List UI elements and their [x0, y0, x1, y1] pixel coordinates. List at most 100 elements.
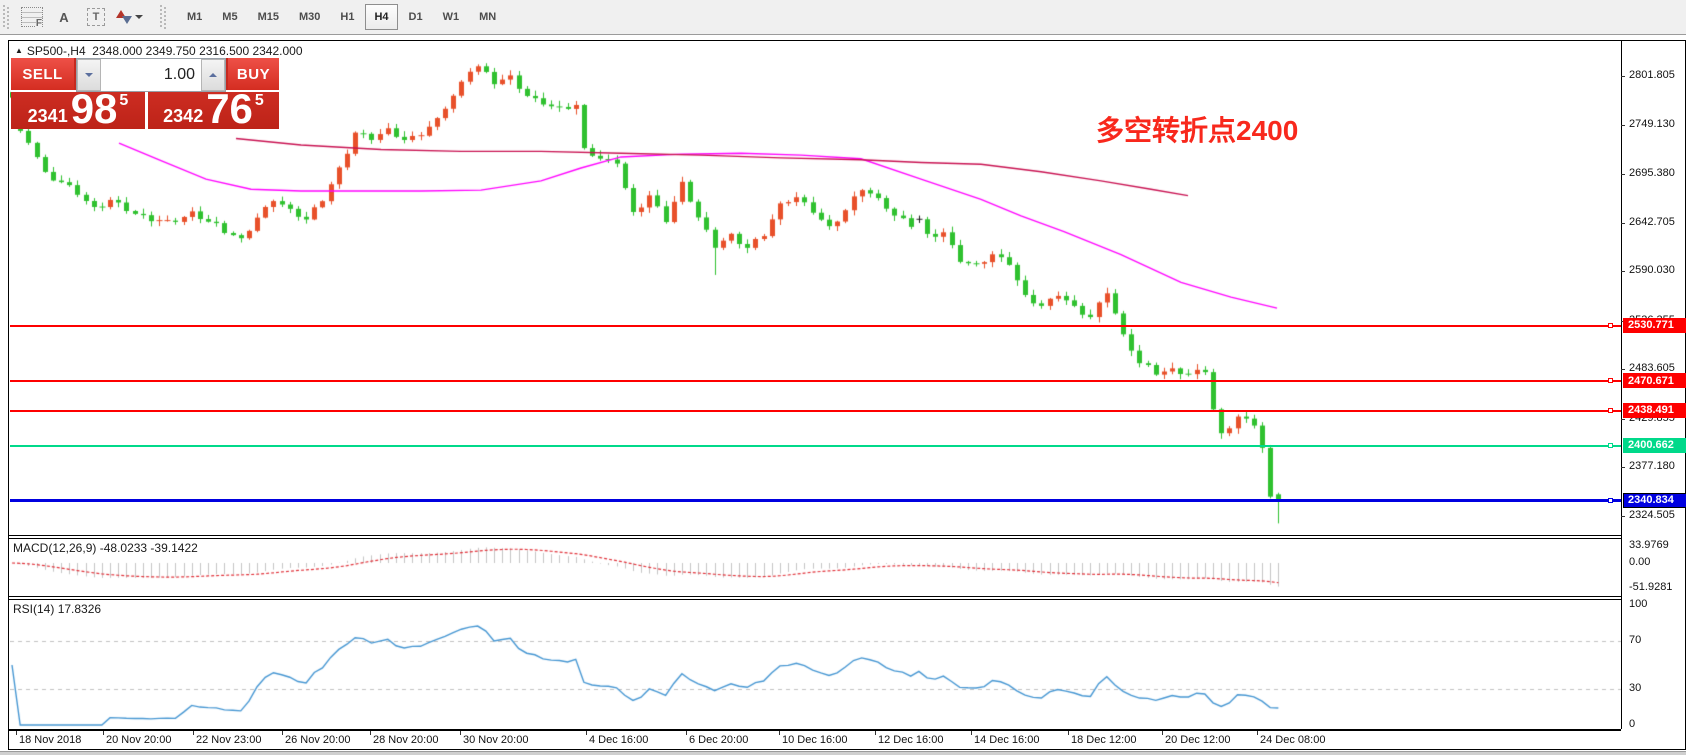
time-axis-label: 26 Nov 20:00: [285, 734, 351, 746]
text-tool-button[interactable]: A: [51, 3, 77, 31]
buy-price-big: 76: [206, 85, 253, 132]
line-handle[interactable]: [1608, 497, 1613, 503]
volume-decrease-button[interactable]: [77, 59, 101, 91]
chart-window: ▲ SP500-,H4 2348.000 2349.750 2316.500 23…: [8, 40, 1686, 750]
sell-button[interactable]: SELL: [11, 58, 74, 90]
toolbar: F A T M1 M5 M15 M30 H1 H4 D1 W1 MN: [0, 0, 1686, 35]
timeframe-button-MN[interactable]: MN: [479, 11, 497, 23]
collapse-arrow-icon[interactable]: ▲: [15, 46, 23, 55]
price-axis-line: [1621, 41, 1622, 729]
buy-price-small: 2342: [163, 106, 204, 126]
ohlc-values: 2348.000 2349.750 2316.500 2342.000: [92, 44, 303, 58]
timeframe-bar: M1 M5 M15 M30 H1 H4 D1 W1 MN: [177, 4, 506, 30]
timeframe-button-M30[interactable]: M30: [298, 11, 321, 23]
timeframe-button-M5[interactable]: M5: [222, 11, 238, 23]
pivot-line-2400[interactable]: [10, 442, 1621, 448]
time-axis-tick: [1257, 730, 1258, 735]
sell-price[interactable]: 2341 98 5: [11, 85, 145, 132]
time-axis-tick: [16, 730, 17, 735]
resistance-line-2438-badge: 2438.491: [1623, 402, 1686, 418]
price-axis-tick: [1621, 124, 1625, 126]
buy-price[interactable]: 2342 76 5: [148, 85, 279, 132]
resistance-line-2470-badge: 2470.671: [1623, 373, 1686, 389]
support-line-2340[interactable]: [10, 497, 1621, 503]
price-axis-label: 2801.805: [1629, 69, 1675, 81]
line-handle[interactable]: [1608, 322, 1613, 328]
price-axis-tick: [1621, 515, 1625, 517]
time-axis-label: 20 Dec 12:00: [1165, 734, 1231, 746]
line-handle[interactable]: [1608, 407, 1613, 413]
time-axis-label: 18 Dec 12:00: [1071, 734, 1137, 746]
main-macd-separator-2: [9, 538, 1621, 539]
time-axis-tick: [586, 730, 587, 735]
buy-button[interactable]: BUY: [228, 58, 279, 90]
timeframe-button-W1[interactable]: W1: [442, 11, 460, 23]
arrows-icon: [115, 9, 133, 25]
label-tool-button[interactable]: T: [83, 3, 109, 31]
chart-canvas[interactable]: [10, 42, 1621, 730]
time-axis-label: 28 Nov 20:00: [373, 734, 439, 746]
macd-label: MACD(12,26,9) -48.0233 -39.1422: [13, 541, 198, 555]
chart-ohlc-header: ▲ SP500-,H4 2348.000 2349.750 2316.500 23…: [15, 44, 303, 58]
time-axis-tick: [1068, 730, 1069, 735]
time-axis-tick: [460, 730, 461, 735]
rsi-value: 17.8326: [57, 602, 102, 616]
price-axis-tick: [1621, 418, 1625, 420]
rsi-axis-label: 70: [1629, 634, 1642, 646]
price-axis-tick: [1621, 271, 1625, 273]
window-edge: [0, 751, 1686, 755]
time-axis-label: 24 Dec 08:00: [1260, 734, 1326, 746]
resistance-line-2530-badge: 2530.771: [1623, 317, 1686, 333]
main-macd-separator[interactable]: [9, 535, 1621, 536]
price-axis-label: 2749.130: [1629, 117, 1675, 130]
chevron-down-icon: [135, 15, 143, 23]
time-axis-tick: [875, 730, 876, 735]
macd-rsi-separator[interactable]: [9, 596, 1621, 597]
pivot-line-2400-badge: 2400.662: [1623, 437, 1686, 453]
price-axis-tick: [1621, 76, 1625, 77]
time-axis-tick: [370, 730, 371, 735]
time-axis-tick: [686, 730, 687, 735]
line-handle[interactable]: [1608, 442, 1613, 448]
sell-price-big: 98: [70, 85, 118, 132]
time-axis-label: 18 Nov 2018: [19, 734, 82, 746]
price-axis-label: 2695.380: [1629, 167, 1675, 180]
time-axis-separator: [9, 729, 1621, 731]
fibonacci-tool-button[interactable]: F: [19, 3, 45, 31]
timeframe-button-H1[interactable]: H1: [340, 11, 355, 23]
line-handle[interactable]: [1608, 378, 1613, 384]
annotation-text[interactable]: 多空转折点2400: [1096, 115, 1299, 146]
price-axis-tick: [1621, 369, 1625, 371]
resistance-line-2438[interactable]: [10, 407, 1621, 413]
price-axis-tick: [1621, 174, 1625, 176]
macd-values: -48.0233 -39.1422: [99, 541, 198, 555]
time-axis-tick: [193, 730, 194, 735]
volume-increase-button[interactable]: [201, 59, 225, 91]
macd-axis-label: -51.9281: [1629, 581, 1673, 594]
time-axis-label: 22 Nov 23:00: [196, 734, 262, 746]
timeframe-button-M1[interactable]: M1: [187, 11, 203, 23]
timeframe-button-M15[interactable]: M15: [257, 11, 279, 23]
sell-price-small: 2341: [27, 106, 68, 126]
arrows-tool-button[interactable]: [115, 3, 147, 31]
volume-input[interactable]: 1.00: [163, 66, 195, 83]
fibonacci-icon: F: [21, 7, 43, 29]
text-icon: A: [59, 9, 69, 25]
time-axis-tick: [282, 730, 283, 735]
price-divider: [145, 92, 148, 129]
toolbar-grip[interactable]: [3, 5, 10, 29]
time-axis-tick: [103, 730, 104, 735]
triangle-down-icon: [85, 73, 93, 81]
rsi-label: RSI(14) 17.8326: [13, 602, 102, 616]
timeframe-button-H4[interactable]: H4: [365, 4, 398, 30]
macd-axis-label: 33.9769: [1629, 539, 1669, 552]
price-axis-label: 2483.605: [1629, 362, 1675, 375]
time-axis-label: 6 Dec 20:00: [689, 734, 749, 746]
resistance-line-2530[interactable]: [10, 322, 1621, 328]
buy-price-sup: 5: [254, 92, 264, 109]
timeframe-button-D1[interactable]: D1: [408, 11, 423, 23]
price-axis-label: 2642.705: [1629, 215, 1675, 228]
resistance-line-2470[interactable]: [10, 378, 1621, 384]
toolbar-separator: [160, 5, 167, 29]
